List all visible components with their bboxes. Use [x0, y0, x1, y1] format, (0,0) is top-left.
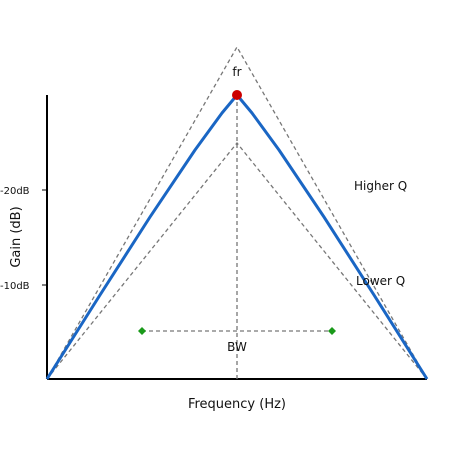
y-tick-label-upper: -20dB: [0, 186, 30, 197]
bandwidth-marker-right: [328, 327, 336, 335]
bandwidth-marker-left: [138, 327, 146, 335]
lower-q-curve: [46, 141, 428, 380]
lower-q-label: Lower Q: [356, 274, 405, 288]
peak-label: fr: [232, 65, 241, 79]
higher-q-label: Higher Q: [354, 179, 407, 193]
higher-q-curve: [46, 45, 428, 380]
bandwidth-label: BW: [227, 340, 247, 354]
y-axis-label: Gain (dB): [9, 206, 24, 267]
x-axis-label: Frequency (Hz): [188, 397, 286, 412]
y-tick-label-lower: -10dB: [0, 281, 30, 292]
peak-marker: [232, 90, 242, 100]
